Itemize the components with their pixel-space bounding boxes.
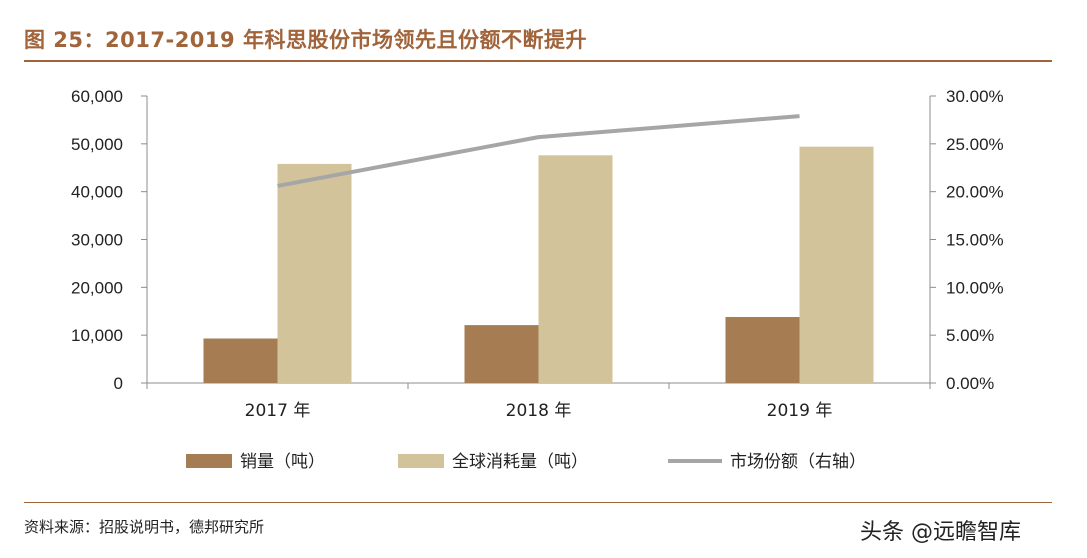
legend-sales-label: 销量（吨） (240, 452, 325, 472)
bar-global-consumption (538, 155, 613, 383)
left-tick-label: 0 (114, 374, 123, 393)
figure-title: 图 25：2017-2019 年科思股份市场领先且份额不断提升 (24, 28, 587, 52)
bar-global-consumption (277, 163, 352, 383)
bar-global-consumption (799, 146, 874, 383)
x-category-label: 2018 年 (506, 401, 572, 421)
title-rule (24, 60, 1052, 62)
market-share-line (277, 114, 800, 188)
left-tick-label: 30,000 (71, 231, 123, 250)
right-tick-label: 15.00% (946, 231, 1004, 250)
left-tick-label: 40,000 (71, 183, 123, 202)
legend-global-consumption-swatch (398, 454, 444, 468)
left-tick-label: 60,000 (71, 87, 123, 106)
bar-sales (203, 338, 278, 383)
bar-sales (464, 325, 539, 383)
x-category-label: 2019 年 (767, 401, 833, 421)
right-tick-label: 5.00% (946, 326, 994, 345)
source-note: 资料来源：招股说明书，德邦研究所 (24, 518, 265, 536)
legend-global-consumption-label: 全球消耗量（吨） (452, 452, 588, 472)
watermark-text: 头条 @远瞻智库 (860, 520, 1021, 545)
right-tick-label: 25.00% (946, 135, 1004, 154)
right-tick-label: 10.00% (946, 278, 1004, 297)
left-tick-label: 50,000 (71, 135, 123, 154)
x-category-label: 2017 年 (245, 401, 311, 421)
legend-market-share-label: 市场份额（右轴） (730, 452, 866, 472)
right-tick-label: 20.00% (946, 183, 1004, 202)
footer-rule (24, 502, 1052, 503)
left-tick-label: 20,000 (71, 278, 123, 297)
bar-sales (725, 316, 800, 383)
left-tick-label: 10,000 (71, 326, 123, 345)
right-tick-label: 30.00% (946, 87, 1004, 106)
chart-area: 0 10,000 20,000 30,000 40,000 50,000 60,000 0.0… (71, 87, 1004, 472)
legend-sales-swatch (186, 454, 232, 468)
right-tick-label: 0.00% (946, 374, 994, 393)
